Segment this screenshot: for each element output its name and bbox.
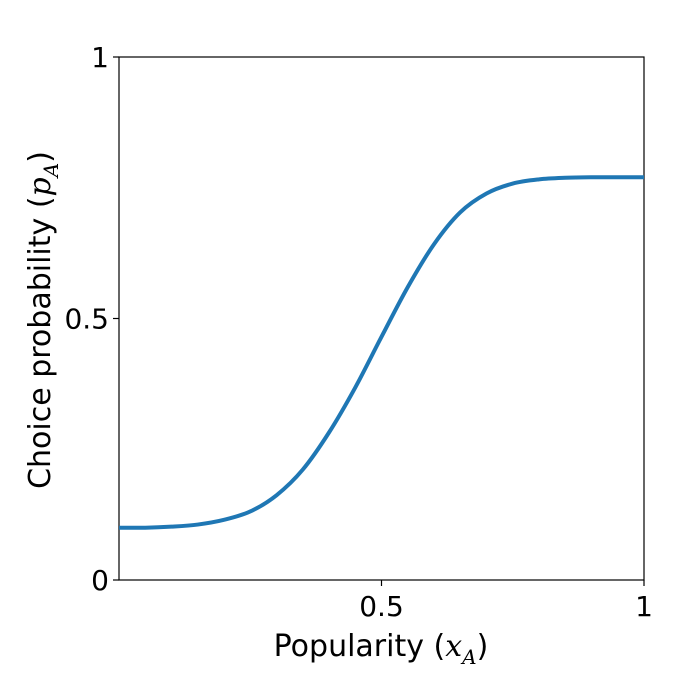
y-tick-label: 1 xyxy=(91,41,109,74)
y-axis-label-sub: A xyxy=(39,163,63,179)
y-tick-label: 0.5 xyxy=(64,303,109,336)
series-line xyxy=(118,175,644,530)
x-tick-label: 0.5 xyxy=(359,590,404,623)
y-axis: 00.51 xyxy=(64,41,119,597)
x-axis-label-var: x xyxy=(445,629,462,664)
x-axis-label-close: ) xyxy=(477,629,489,664)
x-axis-label-text: Popularity ( xyxy=(274,629,446,664)
y-axis-label-text: Choice probability ( xyxy=(23,196,58,488)
x-axis-label: Popularity (xA) xyxy=(274,629,489,669)
y-axis-label-var: p xyxy=(23,177,58,196)
x-axis-label-sub: A xyxy=(460,645,476,669)
y-axis-label: Choice probability (pA) xyxy=(23,151,63,489)
plot-area xyxy=(118,56,645,581)
series-group xyxy=(118,175,644,530)
x-tick-label: 1 xyxy=(635,590,653,623)
y-tick-label: 0 xyxy=(91,564,109,597)
y-axis-label-close: ) xyxy=(23,151,58,163)
x-axis: 0.5 1 xyxy=(359,580,653,623)
